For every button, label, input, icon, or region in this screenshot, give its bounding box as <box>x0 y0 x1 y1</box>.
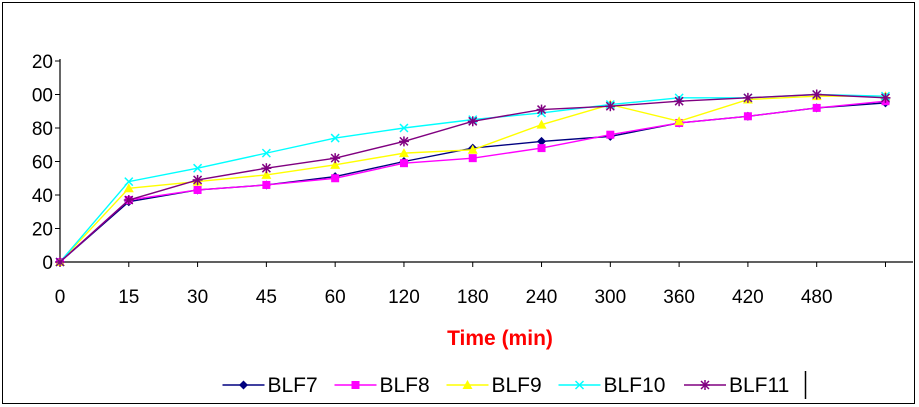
x-tick-label: 60 <box>325 287 346 308</box>
data-point-blf11 <box>123 195 134 206</box>
data-point-blf9 <box>261 169 272 179</box>
x-tick-label: 15 <box>118 287 139 308</box>
y-tick-label: 00 <box>32 86 53 107</box>
legend-label-blf7: BLF7 <box>268 374 318 397</box>
legend-swatch-marker <box>351 381 360 389</box>
legend-swatch-marker <box>239 380 248 390</box>
data-point-blf7 <box>537 136 547 146</box>
data-point-blf8 <box>743 112 752 121</box>
data-point-blf9 <box>467 144 478 154</box>
data-point-blf11 <box>192 174 203 185</box>
data-point-blf8 <box>399 159 408 168</box>
y-tick-label: 20 <box>32 220 53 241</box>
data-point-blf11 <box>674 96 685 107</box>
data-point-blf11 <box>467 116 478 127</box>
x-tick-label: 240 <box>526 287 558 308</box>
x-tick-label: 30 <box>187 287 208 308</box>
data-point-blf10 <box>330 133 340 143</box>
data-point-blf11 <box>742 92 753 103</box>
data-point-blf10 <box>399 123 409 133</box>
data-point-blf11 <box>811 89 822 100</box>
x-tick-label: 120 <box>388 287 420 308</box>
y-tick-label: 40 <box>32 186 53 207</box>
data-point-blf11 <box>55 257 65 267</box>
x-tick-label: 0 <box>55 287 66 308</box>
x-tick-label: 45 <box>256 287 277 308</box>
legend: BLF7 BLF8 BLF9 BLF10 BLF11 <box>222 371 807 399</box>
x-axis-label: Time (min) <box>447 327 553 350</box>
data-point-blf8 <box>537 144 546 153</box>
legend-label-blf9: BLF9 <box>492 374 542 397</box>
data-point-blf11 <box>880 92 891 103</box>
legend-entry-blf10: BLF10 <box>558 374 666 397</box>
data-point-blf11 <box>536 104 547 115</box>
legend-swatch-marker <box>462 380 473 389</box>
legend-entry-blf7: BLF7 <box>222 374 318 397</box>
legend-entry-blf9: BLF9 <box>446 374 542 397</box>
data-point-blf8 <box>468 154 477 163</box>
legend-entry-blf8: BLF8 <box>334 374 430 397</box>
legend-entry-blf11: BLF11 <box>684 374 789 397</box>
legend-label-blf8: BLF8 <box>380 374 430 397</box>
data-point-blf9 <box>123 183 134 193</box>
data-point-blf9 <box>398 148 409 158</box>
data-point-blf9 <box>674 116 685 126</box>
data-point-blf9 <box>536 119 547 129</box>
data-point-blf8 <box>331 174 340 183</box>
y-tick-label: 80 <box>32 119 53 140</box>
data-point-blf8 <box>193 185 202 194</box>
data-point-blf11 <box>261 163 272 174</box>
data-point-blf10 <box>261 148 271 158</box>
data-point-blf11 <box>605 101 616 112</box>
legend-swatch-marker <box>574 380 585 390</box>
y-tick-label: 0 <box>42 253 53 274</box>
x-tick-label: 480 <box>801 287 833 308</box>
legend-label-blf10: BLF10 <box>604 374 666 397</box>
data-point-blf8 <box>262 180 271 189</box>
data-point-blf9 <box>330 159 341 169</box>
x-tick-label: 420 <box>732 287 764 308</box>
data-point-blf8 <box>606 130 615 139</box>
x-tick-label: 180 <box>457 287 489 308</box>
legend-swatch-marker <box>700 380 710 390</box>
x-tick-label: 300 <box>594 287 626 308</box>
data-point-blf10 <box>124 177 134 187</box>
x-tick-label: 360 <box>663 287 695 308</box>
data-point-blf11 <box>330 153 341 164</box>
data-point-blf11 <box>398 136 409 147</box>
legend-label-blf11: BLF11 <box>729 374 789 397</box>
y-tick-label: 60 <box>32 153 53 174</box>
data-point-blf10 <box>193 163 203 173</box>
y-tick-label: 20 <box>32 52 53 73</box>
data-point-blf8 <box>812 103 821 112</box>
